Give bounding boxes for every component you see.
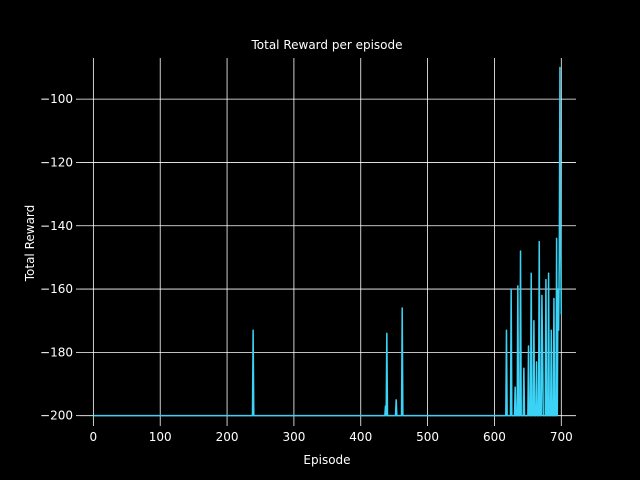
- y-tick-label: −180: [40, 345, 73, 359]
- y-tick-label: −100: [40, 92, 73, 106]
- y-tick-label: −120: [40, 155, 73, 169]
- x-tick-label: 300: [282, 430, 305, 444]
- chart-title: Total Reward per episode: [250, 38, 402, 52]
- x-tick-label: 0: [90, 430, 98, 444]
- axes: [76, 98, 562, 426]
- x-tick-label: 600: [483, 430, 506, 444]
- x-tick-label: 500: [416, 430, 439, 444]
- x-tick-label: 200: [216, 430, 239, 444]
- y-axis-title: Total Reward: [23, 205, 37, 283]
- x-tick-label: 700: [550, 430, 573, 444]
- x-tick-label: 100: [149, 430, 172, 444]
- x-axis-title: Episode: [303, 453, 350, 467]
- y-tick-label: −140: [40, 219, 73, 233]
- tick-labels: 0 100 200 300 400 500 600 700 −200 −180 −160 −140 −1…: [40, 92, 573, 444]
- reward-series-line: [93, 66, 563, 417]
- x-tick-label: 400: [349, 430, 372, 444]
- y-tick-label: −160: [40, 282, 73, 296]
- y-tick-label: −200: [40, 409, 73, 423]
- series-layer: [93, 66, 563, 417]
- grid: [80, 58, 576, 422]
